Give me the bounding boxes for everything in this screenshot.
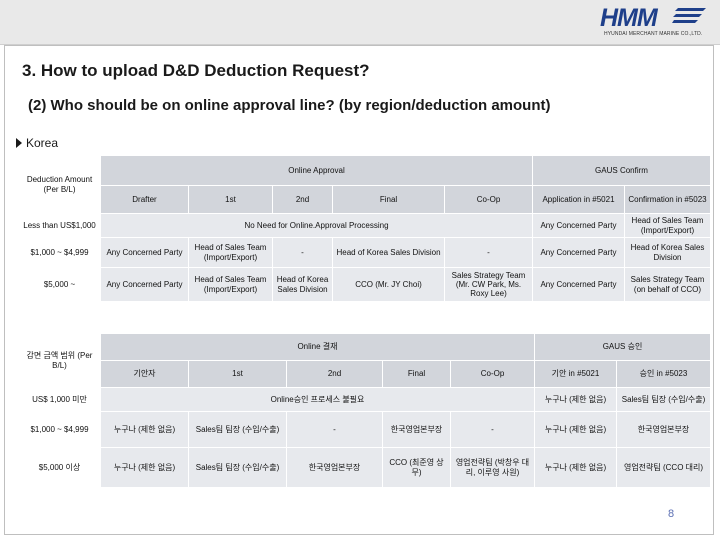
col-final: Final (382, 360, 451, 388)
table-row: US$ 1,000 미만 Online승인 프로세스 불필요 누구나 (제한 없… (18, 387, 711, 412)
col-drafter: Drafter (100, 185, 189, 214)
corner-header: 감면 금액 범위 (Per B/L) (18, 333, 101, 388)
logo-wordmark: HMM (600, 4, 658, 32)
final-cell: CCO (최준영 상무) (382, 447, 451, 488)
application-cell: 누구나 (제한 없음) (534, 447, 617, 488)
logo-subtitle: HYUNDAI MERCHANT MARINE CO.,LTD. (604, 31, 703, 37)
confirmation-cell: Head of Sales Team (Import/Export) (624, 213, 711, 238)
slide-title: 3. How to upload D&D Deduction Request? (22, 61, 370, 80)
first-cell: Head of Sales Team (Import/Export) (188, 267, 273, 302)
final-cell: 한국영업본부장 (382, 411, 451, 448)
col-application: Application in #5021 (532, 185, 625, 214)
drafter-cell: 누구나 (제한 없음) (100, 411, 189, 448)
col-2nd: 2nd (286, 360, 383, 388)
drafter-cell: Any Concerned Party (100, 237, 189, 268)
second-cell: Head of Korea Sales Division (272, 267, 333, 302)
table-row: $5,000 이상 누구나 (제한 없음) Sales팀 팀장 (수입/수출) … (18, 447, 711, 488)
col-confirmation: Confirmation in #5023 (624, 185, 711, 214)
slide-subtitle: (2) Who should be on online approval lin… (28, 97, 551, 114)
application-cell: Any Concerned Party (532, 213, 625, 238)
first-cell: Sales팀 팀장 (수입/수출) (188, 447, 287, 488)
first-cell: Sales팀 팀장 (수입/수출) (188, 411, 287, 448)
triangle-bullet-icon (16, 138, 22, 148)
gaus-confirm-header: GAUS Confirm (532, 155, 711, 186)
region-text: Korea (26, 136, 59, 150)
table-row: $5,000 ~ Any Concerned Party Head of Sal… (18, 267, 711, 302)
drafter-cell: 누구나 (제한 없음) (100, 447, 189, 488)
confirmation-cell: Sales Strategy Team (on behalf of CCO) (624, 267, 711, 302)
hmm-logo: HMM HYUNDAI MERCHANT MARINE CO.,LTD. (598, 4, 710, 38)
coop-cell: Sales Strategy Team (Mr. CW Park, Ms. Ro… (444, 267, 533, 302)
col-2nd: 2nd (272, 185, 333, 214)
application-cell: 누구나 (제한 없음) (534, 411, 617, 448)
confirmation-cell: 영업전략팀 (CCO 대리) (616, 447, 711, 488)
online-approval-header: Online Approval (100, 155, 533, 186)
col-application: 기안 in #5021 (534, 360, 617, 388)
application-cell: Any Concerned Party (532, 237, 625, 268)
merged-cell: No Need for Online.Approval Processing (100, 213, 533, 238)
confirmation-cell: Sales팀 팀장 (수입/수출) (616, 387, 711, 412)
amount-cell: $1,000 ~ $4,999 (18, 237, 101, 268)
final-cell: CCO (Mr. JY Choi) (332, 267, 445, 302)
amount-cell: $5,000 이상 (18, 447, 101, 488)
corner-header: Deduction Amount (Per B/L) (18, 155, 101, 214)
approval-table-english: Deduction Amount (Per B/L) Online Approv… (18, 155, 711, 302)
col-coop: Co-Op (450, 360, 535, 388)
table-row: Less than US$1,000 No Need for Online.Ap… (18, 213, 711, 238)
amount-cell: Less than US$1,000 (18, 213, 101, 238)
page-number: 8 (668, 508, 675, 520)
col-coop: Co-Op (444, 185, 533, 214)
second-cell: - (272, 237, 333, 268)
region-label: Korea (16, 136, 58, 150)
approval-table-korean: 감면 금액 범위 (Per B/L) Online 결재 GAUS 승인 기안자… (18, 333, 711, 488)
logo-stripes-icon (672, 8, 706, 23)
final-cell: Head of Korea Sales Division (332, 237, 445, 268)
drafter-cell: Any Concerned Party (100, 267, 189, 302)
confirmation-cell: 한국영업본부장 (616, 411, 711, 448)
second-cell: - (286, 411, 383, 448)
online-approval-header: Online 결재 (100, 333, 535, 361)
col-confirmation: 승인 in #5023 (616, 360, 711, 388)
col-1st: 1st (188, 185, 273, 214)
top-header-bar: HMM HYUNDAI MERCHANT MARINE CO.,LTD. (0, 0, 720, 45)
slide-frame (4, 45, 714, 535)
first-cell: Head of Sales Team (Import/Export) (188, 237, 273, 268)
application-cell: 누구나 (제한 없음) (534, 387, 617, 412)
col-1st: 1st (188, 360, 287, 388)
amount-cell: $5,000 ~ (18, 267, 101, 302)
col-drafter: 기안자 (100, 360, 189, 388)
amount-cell: US$ 1,000 미만 (18, 387, 101, 412)
confirmation-cell: Head of Korea Sales Division (624, 237, 711, 268)
table-row: $1,000 ~ $4,999 Any Concerned Party Head… (18, 237, 711, 268)
coop-cell: 영업전략팀 (박창우 대리, 이루영 사원) (450, 447, 535, 488)
coop-cell: - (444, 237, 533, 268)
second-cell: 한국영업본부장 (286, 447, 383, 488)
coop-cell: - (450, 411, 535, 448)
table-row: $1,000 ~ $4,999 누구나 (제한 없음) Sales팀 팀장 (수… (18, 411, 711, 448)
amount-cell: $1,000 ~ $4,999 (18, 411, 101, 448)
col-final: Final (332, 185, 445, 214)
merged-cell: Online승인 프로세스 불필요 (100, 387, 535, 412)
gaus-confirm-header: GAUS 승인 (534, 333, 711, 361)
application-cell: Any Concerned Party (532, 267, 625, 302)
